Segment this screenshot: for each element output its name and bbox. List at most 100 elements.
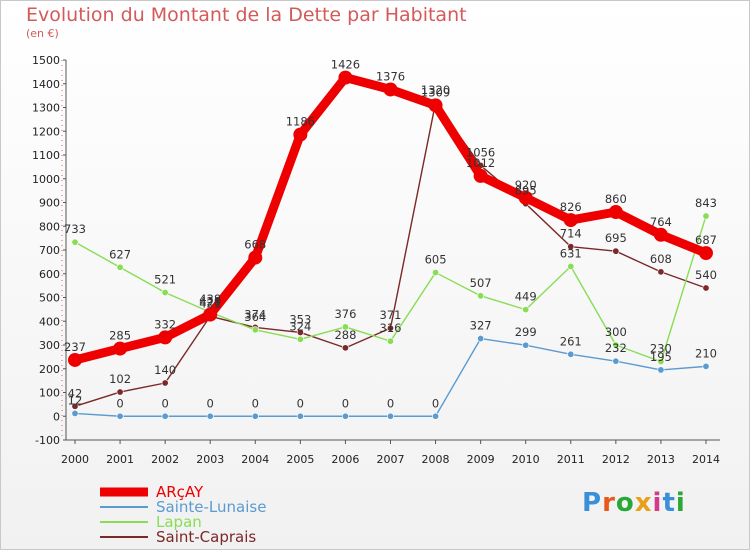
- data-point: [113, 341, 128, 356]
- data-label: 288: [334, 328, 356, 342]
- data-point: [522, 341, 530, 349]
- data-label: 605: [425, 253, 447, 267]
- data-point: [612, 357, 620, 365]
- legend-label: Saint-Caprais: [156, 528, 256, 546]
- data-point: [341, 412, 349, 420]
- data-point: [248, 250, 263, 265]
- data-label: 332: [154, 317, 176, 331]
- x-tick-label: 2011: [557, 453, 585, 466]
- data-label: 1320: [421, 83, 450, 97]
- data-label: 230: [650, 342, 672, 356]
- data-label: 299: [515, 325, 537, 339]
- data-point: [206, 412, 214, 420]
- data-point: [698, 246, 713, 261]
- data-label: 521: [154, 273, 176, 287]
- data-label: 421: [199, 296, 221, 310]
- data-label: 210: [695, 346, 717, 360]
- data-label: 195: [650, 350, 672, 364]
- legend-label: Sainte-Lunaise: [156, 498, 266, 516]
- data-label: 1309: [421, 85, 450, 99]
- data-label: 0: [161, 396, 168, 410]
- data-point: [158, 330, 173, 345]
- data-label: 285: [109, 329, 131, 343]
- data-point: [477, 292, 485, 300]
- data-label: 895: [515, 184, 537, 198]
- logo-letter: t: [662, 488, 676, 518]
- data-point: [161, 379, 169, 387]
- y-tick-label: 1300: [32, 102, 60, 115]
- data-label: 374: [244, 307, 266, 321]
- data-label: 42: [68, 386, 83, 400]
- data-label: 695: [605, 231, 627, 245]
- data-label: 826: [560, 200, 582, 214]
- data-label: 324: [289, 319, 311, 333]
- y-tick-label: 1200: [32, 125, 60, 138]
- data-point: [296, 328, 304, 336]
- y-tick-label: 600: [39, 268, 60, 281]
- data-point: [203, 307, 218, 322]
- data-label: 764: [650, 215, 672, 229]
- y-tick-label: 1500: [32, 54, 60, 67]
- data-label: 376: [334, 307, 356, 321]
- data-point: [386, 324, 394, 332]
- data-point: [612, 341, 620, 349]
- data-point: [341, 344, 349, 352]
- data-label: 714: [560, 227, 582, 241]
- data-label: 540: [695, 268, 717, 282]
- y-tick-label: 1100: [32, 149, 60, 162]
- data-point: [386, 337, 394, 345]
- data-point: [161, 289, 169, 297]
- x-tick-label: 2000: [61, 453, 89, 466]
- data-point: [71, 409, 79, 417]
- data-point: [293, 127, 308, 142]
- data-label: 0: [432, 396, 439, 410]
- data-point: [657, 366, 665, 374]
- x-tick-label: 2007: [376, 453, 404, 466]
- x-tick-label: 2014: [692, 453, 720, 466]
- data-label: 920: [515, 178, 537, 192]
- y-tick-label: 400: [39, 315, 60, 328]
- y-tick-label: 0: [53, 410, 60, 423]
- data-label: 449: [515, 290, 537, 304]
- y-tick-label: 1400: [32, 78, 60, 91]
- data-point: [68, 352, 82, 367]
- data-label: 0: [342, 396, 349, 410]
- legend-label: ARçAY: [156, 483, 204, 501]
- y-tick-label: 900: [39, 197, 60, 210]
- proxiti-logo: Proxiti: [582, 488, 686, 518]
- logo-letter: r: [602, 488, 616, 518]
- data-label: 1056: [466, 145, 495, 159]
- logo-letter: i: [675, 488, 686, 518]
- data-label: 860: [605, 192, 627, 206]
- data-label: 0: [252, 396, 259, 410]
- data-point: [251, 412, 259, 420]
- data-label: 668: [244, 238, 266, 252]
- data-point: [71, 238, 79, 246]
- y-tick-label: 700: [39, 244, 60, 257]
- y-tick-label: 100: [39, 387, 60, 400]
- data-label: 327: [470, 319, 492, 333]
- data-label: 687: [695, 233, 717, 247]
- data-label: 353: [289, 312, 311, 326]
- data-point: [116, 263, 124, 271]
- x-tick-label: 2008: [422, 453, 450, 466]
- data-label: 237: [64, 340, 86, 354]
- x-tick-label: 2009: [467, 453, 495, 466]
- x-tick-label: 2012: [602, 453, 630, 466]
- data-point: [657, 358, 665, 366]
- data-labels: 42 102 140 421 374 353 288 371 1320 1056 895 714 695…: [64, 58, 717, 411]
- data-label: 733: [64, 222, 86, 236]
- data-point: [518, 190, 533, 205]
- data-point: [116, 388, 124, 396]
- data-label: 300: [605, 325, 627, 339]
- data-point: [251, 326, 259, 334]
- data-point: [432, 412, 440, 420]
- data-label: 631: [560, 246, 582, 260]
- data-label: 843: [695, 196, 717, 210]
- data-point: [612, 247, 620, 255]
- x-tick-label: 2013: [647, 453, 675, 466]
- data-label: 1376: [376, 69, 405, 83]
- data-label: 0: [387, 396, 394, 410]
- data-label: 0: [207, 396, 214, 410]
- data-point: [567, 243, 575, 251]
